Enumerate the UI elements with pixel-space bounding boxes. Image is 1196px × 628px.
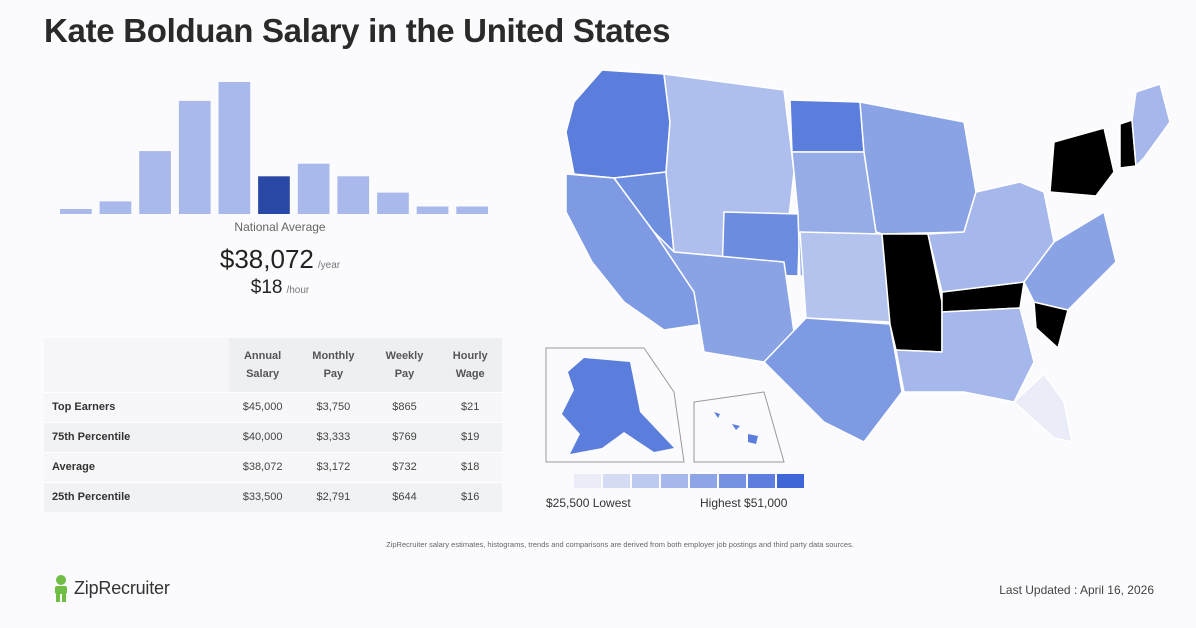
table-header-monthly: Monthly Pay [296, 338, 371, 392]
table-cell: $45,000 [229, 391, 297, 422]
legend-swatch [574, 474, 601, 488]
legend-swatch [690, 474, 717, 488]
map-region-mid-atlantic [1023, 211, 1117, 311]
hawaii-inset [693, 391, 785, 463]
map-region-alaska [562, 358, 674, 454]
table-header-hourly: Hourly Wage [438, 338, 502, 392]
legend-swatch [661, 474, 688, 488]
hourly-wage: $18/hour [190, 277, 370, 299]
table-cell: $38,072 [229, 451, 297, 482]
map-region-upper-midwest [859, 101, 977, 235]
legend-swatch [719, 474, 746, 488]
legend-swatch [603, 474, 630, 488]
table-cell: $3,333 [296, 421, 371, 452]
ziprecruiter-logo-icon [55, 575, 67, 602]
yearly-unit: /year [317, 260, 341, 271]
table-cell: $19 [438, 421, 502, 452]
table-cell: $16 [438, 481, 502, 512]
map-region-northwest [565, 69, 671, 179]
map-region-great-lakes [927, 181, 1055, 293]
histogram-bar [297, 163, 330, 214]
table-cell: $732 [370, 451, 439, 482]
table-cell: $33,500 [229, 481, 297, 512]
map-legend: $25,500 Lowest Highest $51,000 [546, 474, 806, 510]
yearly-salary-value: $38,072 [219, 244, 314, 274]
row-label: 75th Percentile [44, 421, 229, 452]
map-region-new-england [1131, 83, 1171, 167]
row-label: 25th Percentile [44, 481, 229, 512]
page-title: Kate Bolduan Salary in the United States [44, 12, 671, 49]
yearly-salary: $38,072/year [190, 244, 370, 275]
table-header-blank [44, 338, 229, 392]
histogram-bar [139, 151, 171, 214]
last-updated: Last Updated : April 16, 2026 [999, 583, 1154, 597]
table-cell: $644 [370, 481, 439, 512]
legend-swatch [632, 474, 659, 488]
table-cell: $2,791 [296, 481, 371, 512]
us-salary-map [545, 69, 1171, 463]
table-row: 75th Percentile $40,000 $3,333 $769 $19 [44, 421, 502, 452]
brand-name: ZipRecruiter [74, 577, 170, 598]
hourly-wage-value: $18 [250, 277, 283, 298]
legend-low-label: $25,500 Lowest [546, 496, 631, 510]
histogram-bar [60, 209, 92, 214]
histogram-bar [337, 176, 370, 214]
histogram-bar-national-average [258, 176, 290, 214]
table-cell: $3,750 [296, 391, 371, 422]
table-row: 25th Percentile $33,500 $2,791 $644 $16 [44, 481, 502, 512]
table-row: Average $38,072 $3,172 $732 $18 [44, 451, 502, 482]
histogram-bar [456, 206, 488, 214]
map-region-deep-south [895, 307, 1035, 403]
table-row: Top Earners $45,000 $3,750 $865 $21 [44, 391, 502, 422]
disclaimer: ZipRecruiter salary estimates, histogram… [386, 540, 854, 549]
map-region-kansas-oklahoma [799, 231, 891, 323]
table-header-annual: Annual Salary [229, 338, 297, 392]
table-cell: $769 [370, 421, 439, 452]
alaska-inset [545, 347, 685, 463]
legend-swatch [777, 474, 804, 488]
map-region-texas [763, 317, 903, 443]
legend-high-label: Highest $51,000 [700, 496, 788, 510]
table-cell: $18 [438, 451, 502, 482]
table-header-weekly: Weekly Pay [370, 338, 439, 392]
ziprecruiter-logo: ZipRecruiter [52, 574, 170, 602]
table-cell: $21 [438, 391, 502, 422]
table-header-row: Annual Salary Monthly Pay Weekly Pay Hourly… [44, 338, 502, 392]
row-label: Top Earners [44, 391, 229, 422]
hourly-unit: /hour [286, 285, 310, 296]
legend-swatch [748, 474, 775, 488]
histogram-bar [99, 201, 132, 214]
histogram-bar [416, 206, 449, 214]
legend-swatches [574, 474, 806, 488]
table-cell: $40,000 [229, 421, 297, 452]
table-cell: $865 [370, 391, 439, 422]
salary-histogram [60, 82, 488, 214]
salary-table: Annual Salary Monthly Pay Weekly Pay Hourly… [44, 338, 502, 512]
row-label: Average [44, 451, 229, 482]
table-cell: $3,172 [296, 451, 371, 482]
map-region-hawaii [714, 412, 758, 444]
histogram-bar [218, 82, 251, 214]
map-region-new-york [1049, 127, 1115, 197]
map-region-north-dakota [789, 99, 865, 153]
national-average-label: National Average [234, 220, 326, 234]
histogram-bar [377, 192, 409, 214]
histogram-bar [178, 100, 211, 214]
map-region-florida [1013, 373, 1073, 443]
